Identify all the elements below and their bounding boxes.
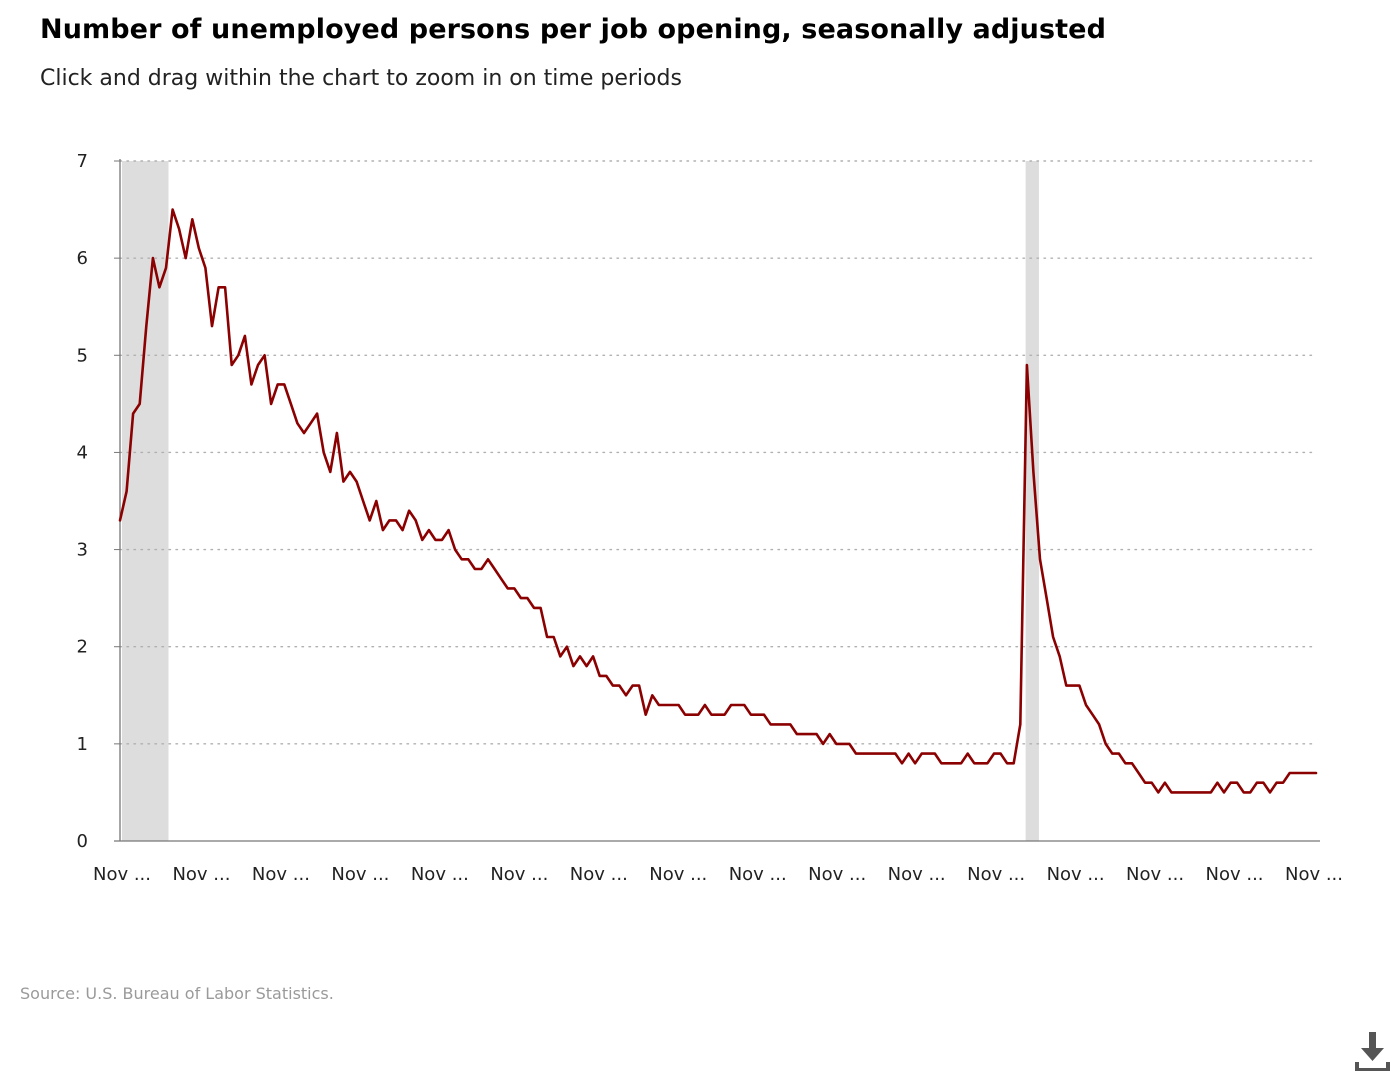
y-tick-label-1: 1	[77, 734, 88, 755]
x-tick-label-12: Nov ...	[967, 864, 1025, 885]
y-axis: 0 1 2 3 4 5 6 7	[77, 151, 121, 852]
x-axis: Nov ... Nov ... Nov ... Nov ... Nov ... Nov .…	[93, 840, 1343, 885]
y-tick-label-4: 4	[77, 442, 88, 463]
x-tick-label-11: Nov ...	[888, 864, 946, 885]
x-tick-label-5: Nov ...	[411, 864, 469, 885]
gridlines	[119, 160, 1317, 745]
y-tick-label-3: 3	[77, 540, 88, 561]
x-tick-label-15: Nov ...	[1206, 864, 1264, 885]
y-tick-label-5: 5	[77, 345, 88, 366]
x-tick-label-14: Nov ...	[1126, 864, 1184, 885]
x-tick-label-10: Nov ...	[808, 864, 866, 885]
recession-band-1	[122, 161, 169, 841]
recession-bands	[122, 161, 1039, 841]
chart-subtitle: Click and drag within the chart to zoom …	[40, 66, 682, 91]
y-tick-label-0: 0	[77, 831, 88, 852]
x-tick-label-1: Nov ...	[93, 864, 151, 885]
y-tick-label-7: 7	[77, 151, 88, 172]
x-tick-label-13: Nov ...	[1047, 864, 1105, 885]
source-note: Source: U.S. Bureau of Labor Statistics.	[20, 984, 334, 1003]
x-tick-label-4: Nov ...	[331, 864, 389, 885]
recession-band-2	[1025, 161, 1039, 841]
y-tick-label-6: 6	[77, 248, 88, 269]
series-layer	[118, 208, 1318, 794]
x-tick-label-16: Nov ...	[1285, 864, 1343, 885]
x-tick-label-3: Nov ...	[252, 864, 310, 885]
x-tick-label-2: Nov ...	[172, 864, 230, 885]
y-tick-label-2: 2	[77, 637, 88, 658]
series-line-1[interactable]	[118, 208, 1318, 794]
x-tick-label-8: Nov ...	[649, 864, 707, 885]
download-button[interactable]	[1352, 1030, 1392, 1072]
x-tick-label-9: Nov ...	[729, 864, 787, 885]
x-tick-label-6: Nov ...	[490, 864, 548, 885]
x-tick-label-7: Nov ...	[570, 864, 628, 885]
chart-title: Number of unemployed persons per job ope…	[40, 14, 1106, 45]
download-icon	[1355, 1032, 1390, 1071]
